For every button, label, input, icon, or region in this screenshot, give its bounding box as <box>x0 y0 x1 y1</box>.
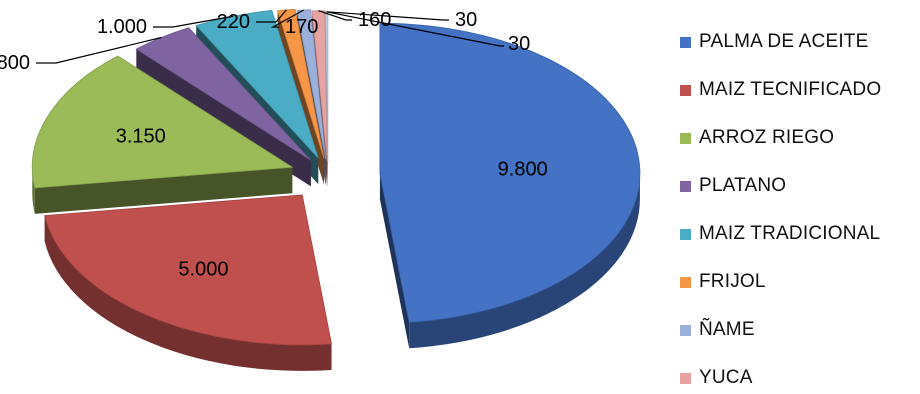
legend-label: ÑAME <box>699 319 755 340</box>
data-label-5: 220 <box>217 11 250 33</box>
legend-swatch <box>680 180 691 192</box>
leader-line-8 <box>326 11 449 21</box>
legend-swatch <box>680 84 691 96</box>
data-label-3: 800 <box>0 52 30 74</box>
legend-swatch <box>680 372 691 384</box>
pie-slice-maiz-tecnificado <box>44 194 333 346</box>
data-label-8: 30 <box>455 9 477 31</box>
legend-item-1: MAIZ TECNIFICADO <box>680 78 881 102</box>
legend-label: MAIZ TECNIFICADO <box>699 79 882 100</box>
legend-label: PLATANO <box>699 175 787 196</box>
legend-item-7: YUCA <box>680 366 753 390</box>
data-label-1: 5.000 <box>178 258 228 280</box>
data-label-2: 3.150 <box>116 125 166 147</box>
data-label-6: 170 <box>285 16 318 38</box>
leader-line-3 <box>36 36 162 64</box>
leader-line-6 <box>270 9 305 28</box>
data-label-4: 1.000 <box>97 16 147 38</box>
legend-swatch <box>680 228 691 240</box>
legend-label: PALMA DE ACEITE <box>699 31 869 52</box>
legend-label: FRIJOL <box>699 271 766 292</box>
pie-slice-frijol <box>277 8 325 159</box>
legend-swatch <box>680 36 691 48</box>
leader-line-4 <box>153 15 234 28</box>
legend-item-4: MAIZ TRADICIONAL <box>680 222 880 246</box>
legend-swatch <box>680 276 691 288</box>
legend-item-3: PLATANO <box>680 174 786 198</box>
legend-label: YUCA <box>699 367 753 388</box>
pie-slice-arroz-riego <box>31 55 294 189</box>
leader-line-extra <box>326 11 504 47</box>
data-label-extra: 30 <box>508 33 530 55</box>
data-label-0: 9.800 <box>498 159 548 181</box>
leader-line-7 <box>318 10 352 21</box>
legend-item-5: FRIJOL <box>680 270 766 294</box>
leader-line-5 <box>256 9 287 23</box>
legend-label: MAIZ TRADICIONAL <box>699 223 881 244</box>
legend-item-2: ARROZ RIEGO <box>680 126 834 150</box>
legend-swatch <box>680 324 691 336</box>
legend-item-0: PALMA DE ACEITE <box>680 30 868 54</box>
data-labels: 9.800 5.000 3.150 800 1.000 220 170 160 30 30 <box>0 9 548 280</box>
data-label-7: 160 <box>358 9 391 31</box>
slice-tops <box>31 8 641 346</box>
pie-slice-ñame <box>296 9 327 160</box>
legend-item-6: ÑAME <box>680 318 755 342</box>
legend-label: ARROZ RIEGO <box>699 127 835 148</box>
leader-lines <box>36 9 504 64</box>
pie-slice-palma-de-aceite <box>379 22 641 323</box>
slice-side-0 <box>379 173 640 349</box>
pie-slice-yuca <box>311 10 328 161</box>
legend-swatch <box>680 132 691 144</box>
pie-slice-platano <box>135 27 312 161</box>
